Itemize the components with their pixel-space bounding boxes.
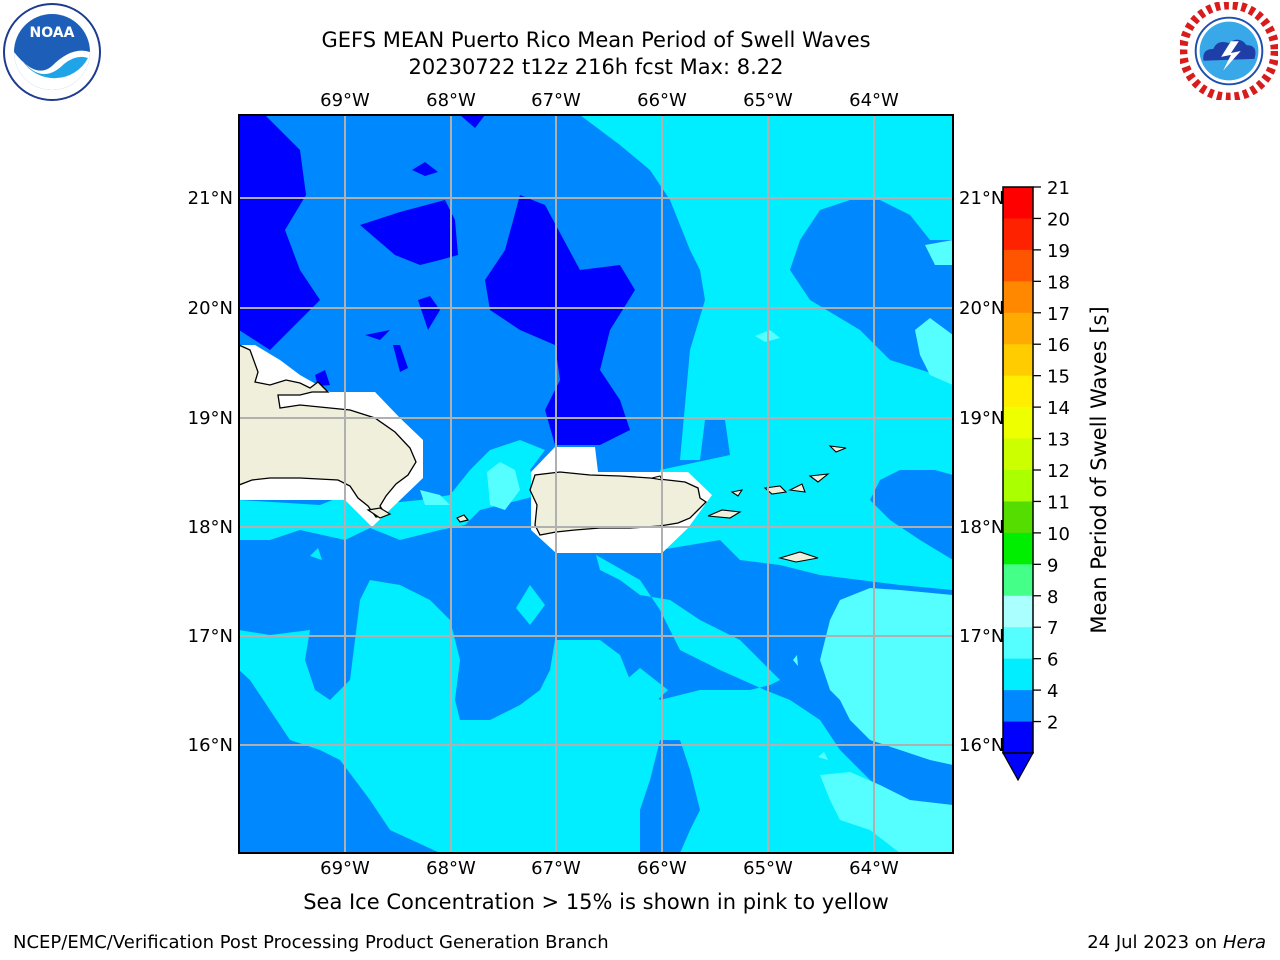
map-frame xyxy=(238,114,954,854)
colorbar-tick-label: 19 xyxy=(1047,241,1070,262)
colorbar-tick-label: 13 xyxy=(1047,430,1070,451)
hispaniola-islet xyxy=(366,507,392,519)
colorbar-tick-label: 20 xyxy=(1047,209,1070,230)
footer-date-text: 24 Jul 2023 on xyxy=(1087,932,1223,953)
colorbar-band xyxy=(1003,721,1033,754)
lat-label: 17°N xyxy=(188,626,233,647)
virgin-islands xyxy=(651,445,847,563)
lat-label: 19°N xyxy=(188,408,233,429)
lat-label: 16°N xyxy=(959,735,1004,756)
colorbar-tick-label: 18 xyxy=(1047,272,1070,293)
lat-labels-right: 21°N 20°N 19°N 18°N 17°N 16°N xyxy=(959,188,1004,756)
colorbar: 21 20 19 18 17 16 15 14 13 12 11 10 9 8 7 6 4 2 Mean Peri… xyxy=(1001,178,1111,782)
lat-label: 18°N xyxy=(959,517,1004,538)
colorbar-tick-label: 15 xyxy=(1047,367,1070,388)
noaa-logo-icon: NOAA xyxy=(3,3,101,101)
colorbar-band xyxy=(1003,312,1033,345)
colorbar-tick-label: 2 xyxy=(1047,713,1058,734)
lon-label: 66°W xyxy=(637,858,687,879)
nws-logo-icon xyxy=(1180,2,1278,100)
colorbar-band xyxy=(1003,218,1033,251)
colorbar-band xyxy=(1003,407,1033,440)
colorbar-band xyxy=(1003,187,1033,219)
colorbar-tick-label: 11 xyxy=(1047,492,1070,513)
lon-label: 66°W xyxy=(637,90,687,111)
lon-label: 68°W xyxy=(426,90,476,111)
colorbar-band xyxy=(1003,564,1033,597)
colorbar-tick-label: 12 xyxy=(1047,461,1070,482)
lat-label: 20°N xyxy=(188,298,233,319)
sea-ice-caption: Sea Ice Concentration > 15% is shown in … xyxy=(303,890,889,914)
colorbar-tick-label: 8 xyxy=(1047,587,1058,608)
lat-labels-left: 21°N 20°N 19°N 18°N 17°N 16°N xyxy=(188,188,233,756)
swell-period-field xyxy=(239,115,953,853)
lon-label: 64°W xyxy=(849,90,899,111)
lon-label: 65°W xyxy=(743,858,793,879)
colorbar-ticks: 21 20 19 18 17 16 15 14 13 12 11 10 9 8 7 6 4 2 xyxy=(1033,178,1070,734)
colorbar-band xyxy=(1003,658,1033,691)
lat-label: 18°N xyxy=(188,517,233,538)
noaa-logo-text: NOAA xyxy=(30,25,75,41)
colorbar-tick-label: 4 xyxy=(1047,681,1058,702)
lat-label: 21°N xyxy=(959,188,1004,209)
hispaniola-land xyxy=(239,344,417,518)
footer-date: 24 Jul 2023 on Hera xyxy=(1087,932,1266,953)
graticule xyxy=(239,115,953,853)
lon-label: 69°W xyxy=(320,90,370,111)
colorbar-band xyxy=(1003,595,1033,628)
colorbar-band xyxy=(1003,627,1033,660)
colorbar-band xyxy=(1003,690,1033,723)
colorbar-tick-label: 6 xyxy=(1047,650,1058,671)
colorbar-tick-label: 16 xyxy=(1047,335,1070,356)
lon-label: 64°W xyxy=(849,858,899,879)
colorbar-bands xyxy=(1003,187,1033,754)
lon-labels-top: 69°W 68°W 67°W 66°W 65°W 64°W xyxy=(320,90,899,111)
colorbar-extend-arrow xyxy=(1001,752,1035,782)
colorbar-tick-label: 14 xyxy=(1047,398,1070,419)
colorbar-band xyxy=(1003,470,1033,502)
colorbar-band xyxy=(1003,344,1033,377)
colorbar-band xyxy=(1003,501,1033,534)
colorbar-tick-label: 21 xyxy=(1047,178,1070,199)
colorbar-band xyxy=(1003,438,1033,471)
footer-host: Hera xyxy=(1222,932,1266,953)
contour-band-6-7 xyxy=(239,115,953,853)
colorbar-band xyxy=(1003,375,1033,408)
lon-label: 68°W xyxy=(426,858,476,879)
map-subtitle: 20230722 t12z 216h fcst Max: 8.22 xyxy=(408,55,784,79)
lat-label: 16°N xyxy=(188,735,233,756)
footer-credit: NCEP/EMC/Verification Post Processing Pr… xyxy=(13,932,609,953)
lon-label: 65°W xyxy=(743,90,793,111)
lon-label: 69°W xyxy=(320,858,370,879)
lat-label: 21°N xyxy=(188,188,233,209)
colorbar-tick-label: 9 xyxy=(1047,555,1058,576)
lon-label: 67°W xyxy=(531,90,581,111)
colorbar-tick-label: 17 xyxy=(1047,304,1070,325)
lat-label: 19°N xyxy=(959,408,1004,429)
lon-label: 67°W xyxy=(531,858,581,879)
colorbar-band xyxy=(1003,532,1033,565)
colorbar-band xyxy=(1003,249,1033,282)
mona-island xyxy=(456,514,470,523)
colorbar-tick-label: 7 xyxy=(1047,618,1058,639)
lat-label: 17°N xyxy=(959,626,1004,647)
colorbar-tick-label: 10 xyxy=(1047,524,1070,545)
colorbar-label: Mean Period of Swell Waves [s] xyxy=(1087,306,1111,633)
contour-band-7-8 xyxy=(420,240,953,853)
lon-labels-bottom: 69°W 68°W 67°W 66°W 65°W 64°W xyxy=(320,858,899,879)
colorbar-band xyxy=(1003,281,1033,314)
map-title: GEFS MEAN Puerto Rico Mean Period of Swe… xyxy=(321,28,871,52)
lat-label: 20°N xyxy=(959,298,1004,319)
